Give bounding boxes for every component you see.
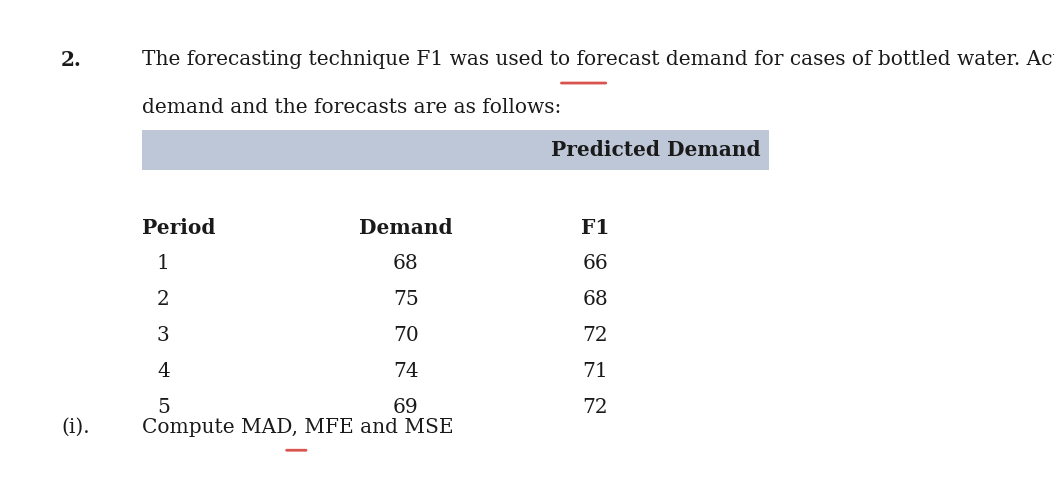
Text: 70: 70 [393,326,418,346]
Text: demand and the forecasts are as follows:: demand and the forecasts are as follows: [142,98,562,118]
Text: 66: 66 [583,254,608,274]
Text: 1: 1 [157,254,170,274]
Text: 68: 68 [583,290,608,310]
Text: Compute MAD, MFE and MSE: Compute MAD, MFE and MSE [142,418,454,437]
Text: 2.: 2. [61,50,82,71]
Text: 2: 2 [157,290,170,310]
Text: (i).: (i). [61,418,90,437]
Text: 72: 72 [583,326,608,346]
Text: The forecasting technique F1 was used to forecast demand for cases of bottled wa: The forecasting technique F1 was used to… [142,50,1054,70]
Text: 4: 4 [157,362,170,382]
Text: 72: 72 [583,398,608,418]
FancyBboxPatch shape [142,130,769,170]
Text: 71: 71 [583,362,608,382]
Text: 69: 69 [393,398,418,418]
Text: 74: 74 [393,362,418,382]
Text: 3: 3 [157,326,170,346]
Text: 75: 75 [393,290,418,310]
Text: 68: 68 [393,254,418,274]
Text: 5: 5 [157,398,170,418]
Text: Predicted Demand: Predicted Demand [551,140,761,160]
Text: Demand: Demand [359,218,452,239]
Text: F1: F1 [582,218,609,239]
Text: Period: Period [142,218,216,239]
